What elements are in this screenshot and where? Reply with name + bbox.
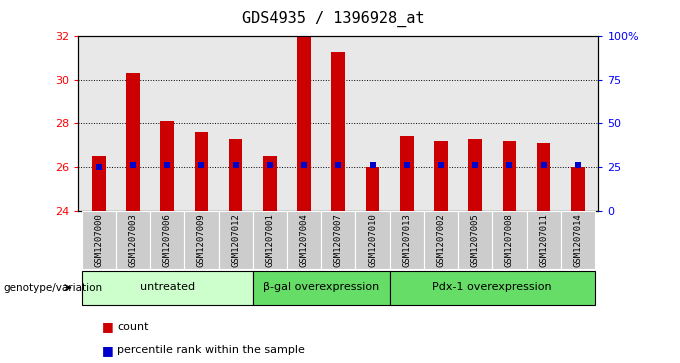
Bar <box>194 132 208 211</box>
Bar <box>571 167 585 211</box>
Bar <box>126 73 140 211</box>
Text: GSM1207014: GSM1207014 <box>573 213 582 267</box>
Text: GSM1207005: GSM1207005 <box>471 213 479 267</box>
Text: Pdx-1 overexpression: Pdx-1 overexpression <box>432 282 552 292</box>
Bar <box>492 211 526 269</box>
Text: GSM1207000: GSM1207000 <box>95 213 103 267</box>
Text: ■: ■ <box>102 344 114 357</box>
Bar <box>526 211 561 269</box>
Bar <box>400 136 413 211</box>
Bar <box>116 211 150 269</box>
Bar <box>228 139 243 211</box>
Text: GSM1207010: GSM1207010 <box>368 213 377 267</box>
Text: GSM1207009: GSM1207009 <box>197 213 206 267</box>
Text: percentile rank within the sample: percentile rank within the sample <box>117 345 305 355</box>
Bar <box>184 211 218 269</box>
Bar <box>366 167 379 211</box>
Bar <box>356 211 390 269</box>
Bar <box>469 139 482 211</box>
Text: ■: ■ <box>102 320 114 333</box>
Bar <box>253 270 390 305</box>
Text: GSM1207003: GSM1207003 <box>129 213 137 267</box>
Bar <box>150 211 184 269</box>
Text: GSM1207004: GSM1207004 <box>300 213 309 267</box>
Bar <box>321 211 356 269</box>
Bar <box>561 211 595 269</box>
Bar <box>82 211 116 269</box>
Bar <box>218 211 253 269</box>
Bar <box>331 52 345 211</box>
Text: GSM1207008: GSM1207008 <box>505 213 514 267</box>
Text: GSM1207002: GSM1207002 <box>437 213 445 267</box>
Bar <box>160 121 174 211</box>
Bar <box>253 211 287 269</box>
Bar <box>82 270 253 305</box>
Bar <box>92 156 105 211</box>
Bar <box>390 270 595 305</box>
Text: genotype/variation: genotype/variation <box>3 283 103 293</box>
Bar <box>390 211 424 269</box>
Text: GSM1207013: GSM1207013 <box>403 213 411 267</box>
Bar <box>503 141 516 211</box>
Bar <box>263 156 277 211</box>
Text: untreated: untreated <box>139 282 194 292</box>
Bar <box>434 141 448 211</box>
Text: GSM1207006: GSM1207006 <box>163 213 171 267</box>
Bar <box>537 143 551 211</box>
Text: β-gal overexpression: β-gal overexpression <box>263 282 379 292</box>
Bar <box>424 211 458 269</box>
Text: GSM1207007: GSM1207007 <box>334 213 343 267</box>
Bar <box>297 36 311 211</box>
Text: count: count <box>117 322 148 332</box>
Text: GSM1207011: GSM1207011 <box>539 213 548 267</box>
Bar <box>287 211 321 269</box>
Text: GSM1207012: GSM1207012 <box>231 213 240 267</box>
Bar <box>458 211 492 269</box>
Text: GDS4935 / 1396928_at: GDS4935 / 1396928_at <box>242 11 424 27</box>
Text: GSM1207001: GSM1207001 <box>265 213 274 267</box>
